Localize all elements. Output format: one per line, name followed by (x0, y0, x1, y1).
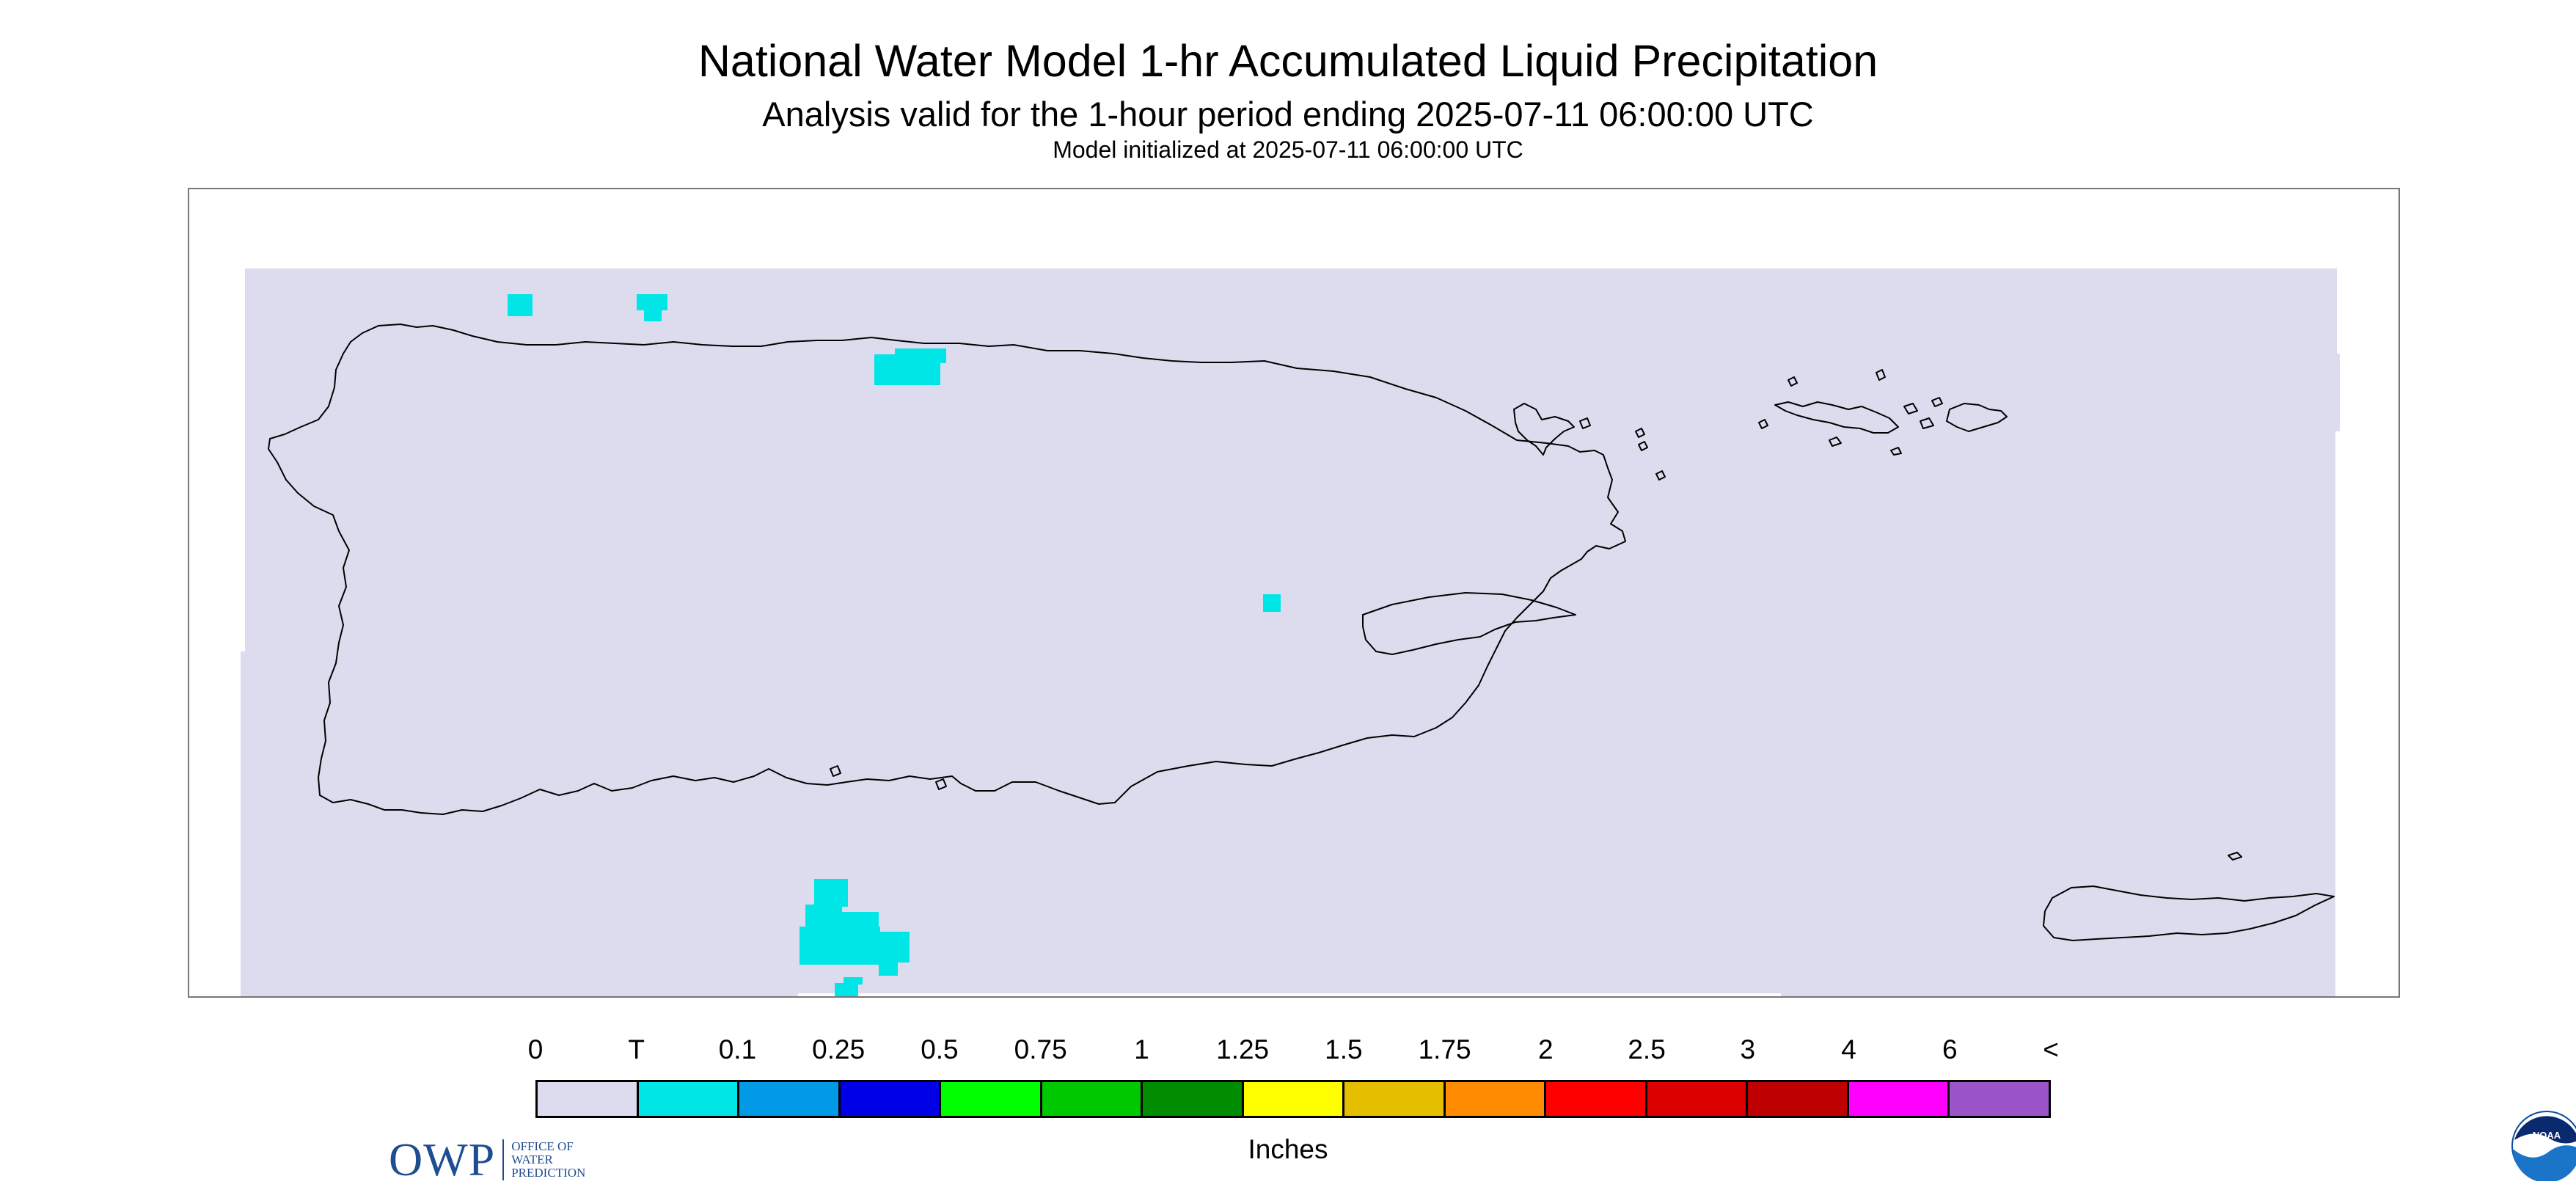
legend-swatch (1445, 1082, 1547, 1116)
trace-cell (644, 308, 662, 321)
legend-tick-label: 4 (1841, 1034, 1856, 1064)
trace-cell (879, 960, 898, 976)
legend-swatch (1748, 1082, 1849, 1116)
st-croix-coastline (2043, 885, 2335, 941)
trace-cell (508, 294, 533, 316)
legend-tick-label: 1 (1134, 1034, 1149, 1064)
legend-tick-label: 0.5 (921, 1034, 959, 1064)
legend-tick-label: 3 (1740, 1034, 1756, 1064)
model-domain (241, 269, 2340, 996)
owp-logo: OWP OFFICE OF WATER PREDICTION (389, 1133, 585, 1187)
buck-island (2228, 852, 2242, 861)
model-init-line: Model initialized at 2025-07-11 06:00:00… (1053, 136, 1523, 163)
culebra-cay (1579, 417, 1591, 429)
owp-logo-text: OFFICE OF WATER PREDICTION (511, 1140, 585, 1180)
noaa-logo-text: NOAA (2533, 1130, 2561, 1141)
map-frame: OWP OFFICE OF WATER PREDICTION NOAA (188, 188, 2576, 1186)
legend-tick-label: 2.5 (1628, 1034, 1666, 1064)
trace-cell (814, 879, 848, 907)
coastlines (268, 324, 2335, 941)
legend-tick-label: 0.1 (718, 1034, 757, 1064)
legend-tick-label: 0 (527, 1034, 544, 1064)
legend-swatch (1143, 1082, 1244, 1116)
trace-precip-cells (508, 294, 1281, 996)
legend-swatch (941, 1082, 1042, 1116)
legend-swatch (638, 1082, 740, 1116)
map-subtitle: Analysis valid for the 1-hour period end… (762, 95, 1814, 134)
legend-tick-labels: 0 T 0.1 0.25 0.5 0.75 1 1.25 1.5 1.75 2 2.5 3 4 6 < (0, 1034, 2576, 1071)
noaa-logo-icon: NOAA (2511, 1111, 2576, 1181)
legend-swatch (739, 1082, 841, 1116)
legend-tick-label: 0.75 (1014, 1034, 1067, 1064)
desecheo-islet (935, 778, 947, 790)
owp-logo-line: PREDICTION (511, 1166, 586, 1180)
legend-swatch (1950, 1082, 2049, 1116)
legend-tick-label: 1.5 (1325, 1034, 1363, 1064)
precipitation-map (241, 269, 2340, 996)
legend-tick-label: 1.75 (1418, 1034, 1471, 1064)
st-john-coastline (1946, 403, 2008, 432)
vieques-coastline (1362, 592, 1576, 655)
trace-cell (844, 977, 863, 985)
st-thomas-coastline (1774, 401, 1899, 434)
legend-swatch (1546, 1082, 1647, 1116)
legend-tick-label: 6 (1942, 1034, 1958, 1064)
owp-logo-line: OFFICE OF (511, 1139, 574, 1153)
legend-swatch (538, 1082, 639, 1116)
trace-cell (637, 294, 667, 310)
trace-cell (874, 354, 940, 385)
legend-swatch (840, 1082, 942, 1116)
legend-swatch (1042, 1082, 1144, 1116)
legend-swatch (1344, 1082, 1446, 1116)
owp-logo-mark: OWP (389, 1133, 496, 1186)
legend-tick-label: 1.25 (1216, 1034, 1270, 1064)
puerto-rico-coastline (268, 324, 1626, 815)
domain-gap-strip (798, 993, 1781, 996)
owp-logo-line: WATER (511, 1153, 553, 1166)
legend-tick-label: < (2043, 1034, 2059, 1064)
vi-islets (1758, 369, 1943, 456)
legend-tick-label: 0.25 (812, 1034, 866, 1064)
culebra-coastline (1513, 403, 1575, 456)
legend-colorbar (535, 1080, 2051, 1118)
map-title: National Water Model 1-hr Accumulated Li… (698, 36, 1878, 86)
owp-logo-divider (502, 1139, 505, 1180)
trace-cell (835, 983, 858, 996)
legend-swatch (1848, 1082, 1950, 1116)
mona-caja-islet (830, 765, 841, 777)
legend-tick-label: 2 (1538, 1034, 1554, 1064)
pr-east-islets (1635, 428, 1666, 481)
trace-cell (1263, 594, 1281, 612)
trace-cell (863, 932, 910, 963)
legend-tick-label: T (628, 1034, 645, 1064)
legend-units-label: Inches (1248, 1134, 1328, 1164)
legend-swatch (1243, 1082, 1345, 1116)
legend-swatch (1647, 1082, 1749, 1116)
